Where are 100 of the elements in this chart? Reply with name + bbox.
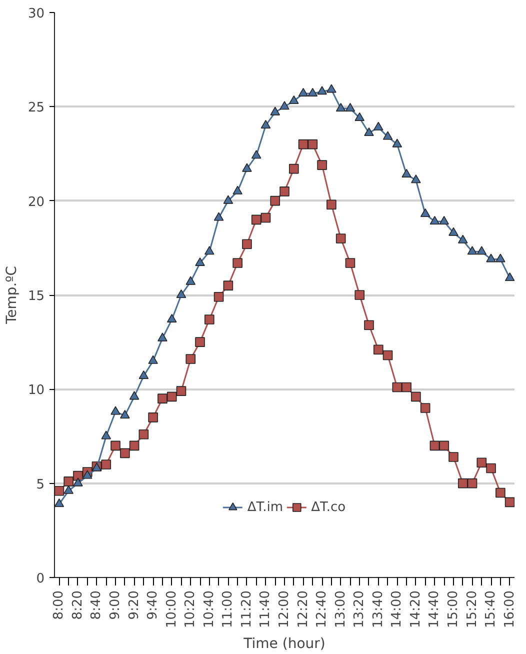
point xyxy=(64,476,74,486)
x-tick-label: 9:20 xyxy=(126,590,142,620)
x-tick-label: 8:20 xyxy=(70,590,86,620)
point xyxy=(382,350,393,360)
point xyxy=(280,186,290,196)
point xyxy=(260,120,271,128)
point xyxy=(138,370,149,379)
point xyxy=(476,246,487,255)
x-tick-label: 10:20 xyxy=(183,590,198,628)
point xyxy=(430,216,440,225)
point xyxy=(402,168,412,178)
x-tick-label: 15:40 xyxy=(484,590,499,628)
y-axis-title: Temp.ºC xyxy=(4,266,20,326)
point xyxy=(345,258,356,268)
x-tick-label: 15:20 xyxy=(464,590,480,628)
point xyxy=(382,131,393,140)
point xyxy=(458,234,468,244)
point xyxy=(54,498,64,508)
point xyxy=(251,150,262,159)
point xyxy=(354,112,364,121)
point xyxy=(504,272,514,282)
point xyxy=(458,478,468,488)
point xyxy=(439,216,449,225)
point xyxy=(54,486,64,496)
point xyxy=(186,276,196,285)
point xyxy=(364,127,374,136)
point xyxy=(288,95,299,104)
x-tick-label: 15:00 xyxy=(446,590,461,628)
point xyxy=(251,214,262,225)
x-tick-label: 9:00 xyxy=(108,590,124,620)
point xyxy=(158,394,168,404)
point xyxy=(242,163,252,172)
point xyxy=(467,478,478,488)
point xyxy=(392,382,402,392)
point xyxy=(411,174,421,184)
point xyxy=(101,460,112,470)
point xyxy=(129,391,140,400)
point xyxy=(120,448,130,458)
x-tick-label: 14:20 xyxy=(408,590,424,628)
x-tick-label: 14:40 xyxy=(427,590,442,628)
point xyxy=(204,314,214,324)
y-tick-label: 0 xyxy=(36,572,45,586)
point xyxy=(214,292,224,302)
x-tick-label: 11:00 xyxy=(220,590,236,628)
point xyxy=(354,290,364,300)
point xyxy=(308,139,318,150)
x-tick-label: 10:40 xyxy=(202,590,217,628)
point xyxy=(223,280,234,290)
point xyxy=(195,337,205,347)
point xyxy=(73,478,83,486)
y-tick-label: 10 xyxy=(28,383,45,398)
point xyxy=(402,382,412,392)
point xyxy=(336,102,346,112)
x-tick-label: 9:40 xyxy=(146,590,161,620)
point xyxy=(448,452,458,462)
point xyxy=(373,122,384,130)
point xyxy=(138,429,149,440)
point xyxy=(336,234,346,244)
point xyxy=(448,227,458,236)
point xyxy=(223,195,234,204)
point xyxy=(420,403,430,413)
point xyxy=(298,88,308,96)
point xyxy=(504,497,514,508)
x-axis-title: Time (hour) xyxy=(242,636,326,652)
point xyxy=(326,200,336,210)
point xyxy=(260,212,271,223)
point xyxy=(345,102,356,112)
point xyxy=(430,440,440,451)
point xyxy=(110,406,120,415)
x-tick-label: 13:40 xyxy=(370,590,386,628)
x-tick-label: 13:00 xyxy=(333,590,348,628)
point xyxy=(204,246,214,255)
point xyxy=(148,355,158,364)
point xyxy=(232,258,242,268)
x-tick-label: 12:00 xyxy=(277,590,292,628)
legend-label: ΔT.co xyxy=(311,500,346,514)
point xyxy=(280,101,290,110)
point xyxy=(101,430,112,440)
x-tick-label: 11:40 xyxy=(258,590,274,628)
point xyxy=(392,138,402,148)
point xyxy=(166,314,177,322)
x-tick-label: 14:00 xyxy=(390,590,405,628)
point xyxy=(476,458,487,468)
point xyxy=(195,257,205,266)
point xyxy=(439,440,449,451)
point xyxy=(486,254,496,262)
point xyxy=(232,186,242,194)
point xyxy=(373,344,384,355)
point xyxy=(326,84,336,93)
x-tick-label: 16:00 xyxy=(502,590,518,628)
point xyxy=(496,254,506,262)
y-tick-label: 15 xyxy=(28,289,45,304)
y-tick-label: 25 xyxy=(28,100,45,116)
point xyxy=(64,485,74,494)
x-tick-label: 10:00 xyxy=(164,590,180,628)
point xyxy=(364,320,374,330)
x-tick-label: 12:40 xyxy=(314,590,330,628)
point xyxy=(467,246,478,255)
point xyxy=(129,440,140,451)
point xyxy=(270,196,280,206)
